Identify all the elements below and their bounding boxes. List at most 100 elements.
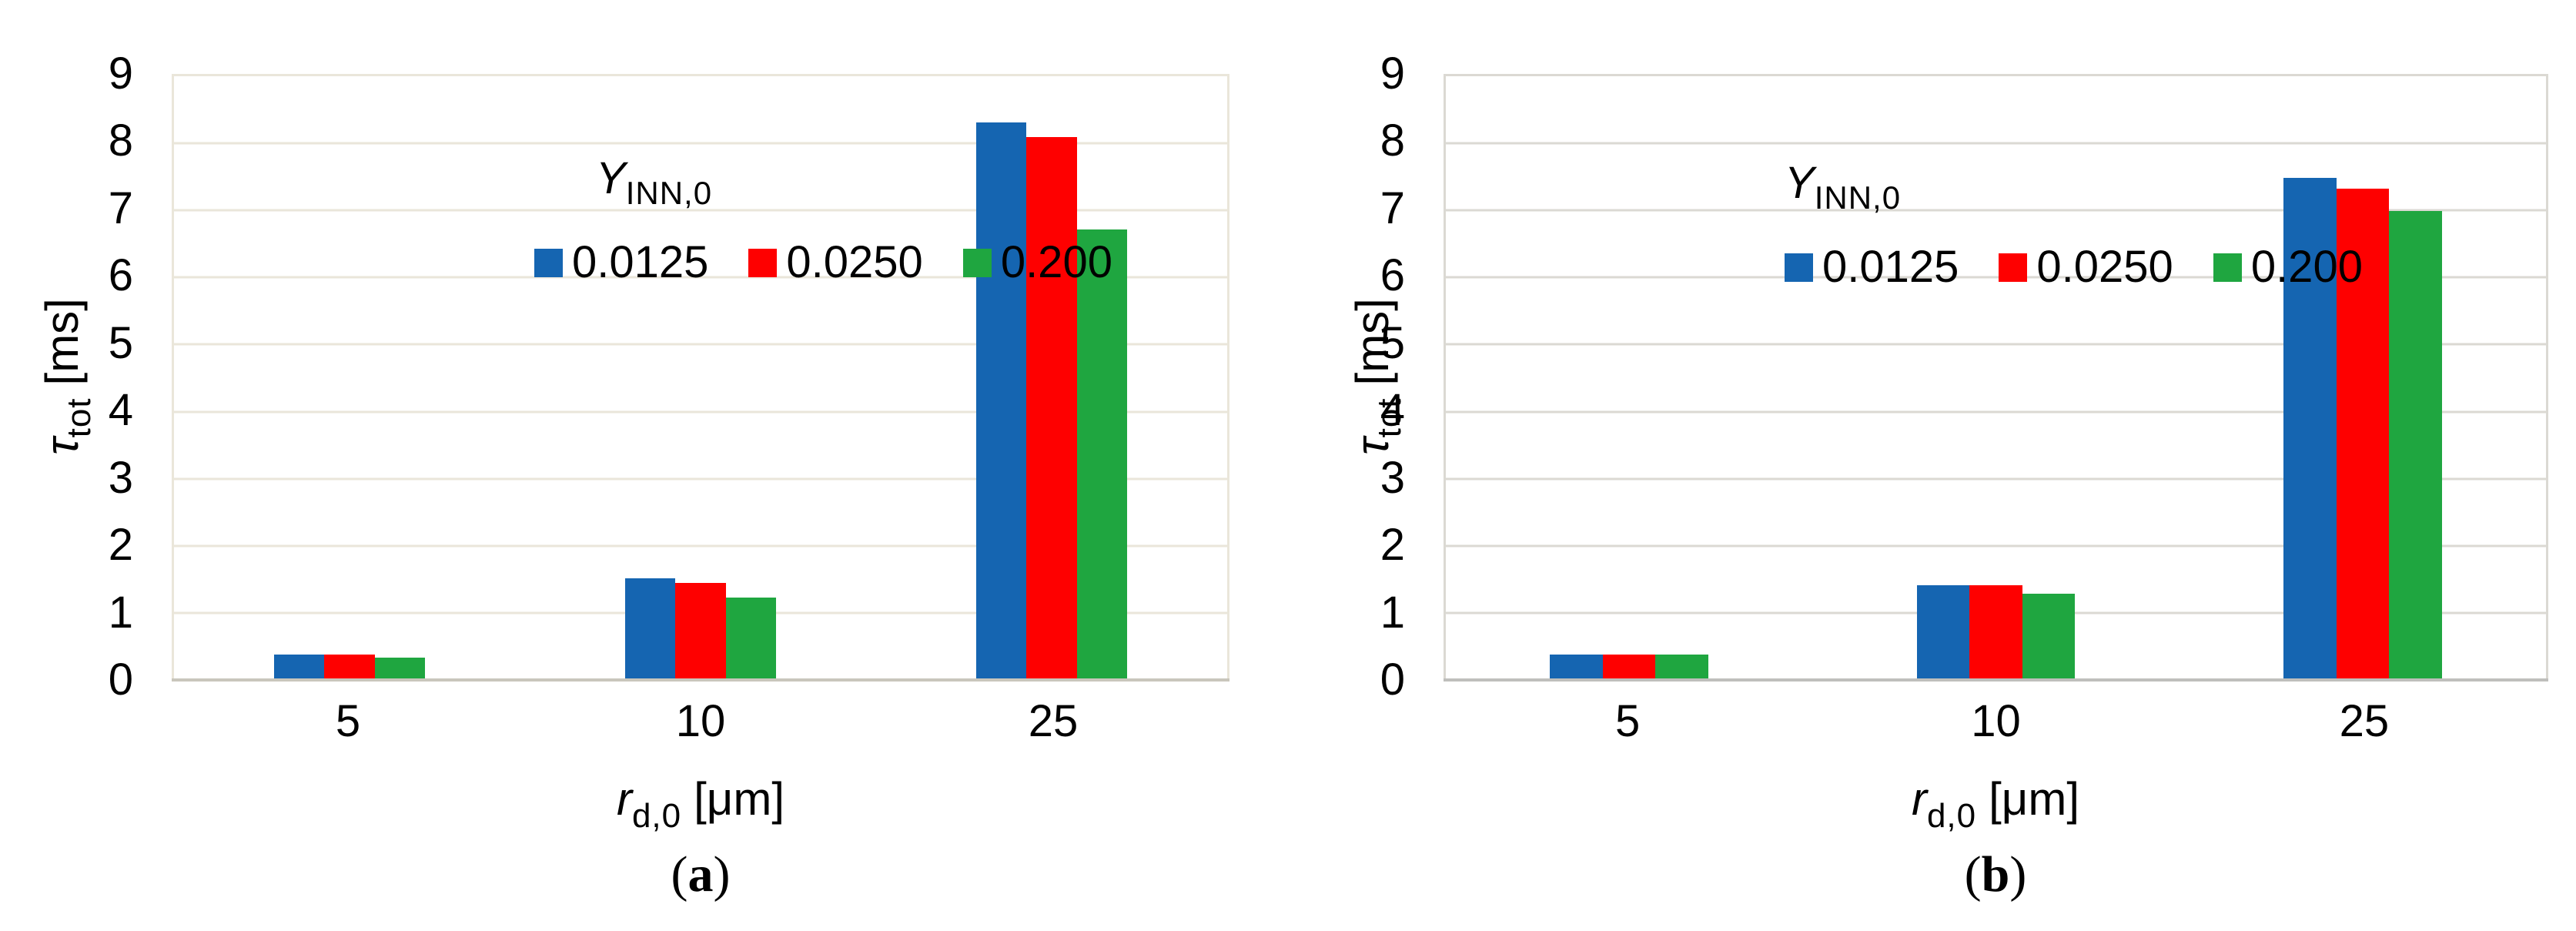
x-axis-tick-labels: 5 10 25 bbox=[172, 699, 1229, 753]
caption-paren-close: ) bbox=[713, 846, 731, 903]
y-tick-label: 5 bbox=[108, 317, 133, 368]
legend-title-symbol: Y bbox=[1785, 158, 1815, 208]
legend-title: YINN,0 bbox=[596, 156, 1153, 209]
bar bbox=[725, 597, 777, 680]
legend-entry: 0.200 bbox=[962, 237, 1112, 287]
legend-entry: 0.200 bbox=[2213, 245, 2363, 290]
legend-title: YINN,0 bbox=[1785, 161, 2403, 214]
legend-entry-label: 0.0125 bbox=[1822, 242, 1959, 292]
y-tick-label: 3 bbox=[1380, 452, 1405, 503]
legend-swatch bbox=[534, 248, 563, 277]
x-tick-label: 5 bbox=[1615, 696, 1641, 746]
caption-paren-open: ( bbox=[1964, 846, 1982, 903]
legend-entry-label: 0.200 bbox=[2250, 242, 2363, 292]
legend-entry-label: 0.200 bbox=[1000, 237, 1112, 287]
y-tick-label: 4 bbox=[1380, 385, 1405, 436]
bar bbox=[374, 658, 426, 680]
chart-caption: (b) bbox=[1965, 844, 2027, 905]
legend-entry: 0.0250 bbox=[748, 240, 923, 285]
caption-letter: a bbox=[687, 846, 714, 903]
legend-swatch bbox=[1999, 253, 2028, 282]
gridline bbox=[1446, 343, 2546, 346]
gridline bbox=[1446, 142, 2546, 145]
x-axis-title-subscript: d,0 bbox=[1926, 797, 1977, 835]
x-tick-label: 10 bbox=[675, 696, 726, 746]
caption-paren-close: ) bbox=[2009, 846, 2027, 903]
y-tick-label: 0 bbox=[1380, 655, 1405, 705]
legend-entry-label: 0.0125 bbox=[572, 237, 709, 287]
gridline bbox=[174, 477, 1227, 481]
y-tick-label: 3 bbox=[108, 452, 133, 503]
caption-paren-open: ( bbox=[671, 846, 688, 903]
y-axis-tick-labels: 9 8 7 6 5 4 3 2 1 0 bbox=[0, 52, 133, 702]
bar bbox=[324, 654, 375, 680]
y-tick-label: 8 bbox=[108, 116, 133, 166]
x-axis-title-symbol: r bbox=[1911, 773, 1927, 825]
y-tick-label: 0 bbox=[108, 655, 133, 705]
legend-title-symbol: Y bbox=[596, 153, 626, 203]
x-axis-title: rd,0 [μm] bbox=[1912, 776, 2079, 833]
gridline bbox=[1446, 477, 2546, 481]
legend-entry-label: 0.0250 bbox=[2036, 242, 2173, 292]
x-axis-title-unit: [μm] bbox=[1989, 773, 2080, 825]
y-tick-label: 2 bbox=[1380, 520, 1405, 571]
y-tick-label: 2 bbox=[108, 520, 133, 571]
gridline bbox=[1446, 276, 2546, 279]
y-tick-label: 9 bbox=[108, 49, 133, 99]
x-axis-title-symbol: r bbox=[616, 773, 632, 825]
bar bbox=[1076, 229, 1128, 680]
x-axis-line bbox=[1444, 678, 2548, 682]
bar bbox=[624, 578, 676, 680]
bar bbox=[2336, 189, 2390, 680]
x-tick-label: 10 bbox=[1971, 696, 2021, 746]
gridline bbox=[1446, 209, 2546, 212]
caption-letter: b bbox=[1981, 846, 2010, 903]
bar bbox=[1026, 137, 1077, 680]
legend-title-subscript: INN,0 bbox=[1814, 179, 1902, 216]
x-axis-tick-labels: 5 10 25 bbox=[1444, 699, 2548, 753]
bar bbox=[975, 122, 1027, 680]
bar bbox=[675, 582, 726, 680]
y-axis-tick-labels: 9 8 7 6 5 4 3 2 1 0 bbox=[1288, 52, 1405, 702]
gridline bbox=[174, 142, 1227, 145]
x-tick-label: 25 bbox=[2339, 696, 2390, 746]
y-tick-label: 9 bbox=[1380, 49, 1405, 99]
bar bbox=[2022, 593, 2076, 680]
y-tick-label: 6 bbox=[1380, 250, 1405, 301]
x-tick-label: 5 bbox=[335, 696, 361, 746]
bar bbox=[2389, 211, 2442, 680]
bar bbox=[273, 654, 325, 680]
bar bbox=[1916, 585, 1970, 680]
legend-swatch bbox=[962, 248, 992, 277]
y-tick-label: 8 bbox=[1380, 116, 1405, 166]
legend-title-subscript: INN,0 bbox=[625, 175, 713, 211]
y-tick-label: 5 bbox=[1380, 317, 1405, 368]
y-tick-label: 7 bbox=[108, 183, 133, 233]
x-axis-title-subscript: d,0 bbox=[631, 797, 682, 835]
legend-entry: 0.0125 bbox=[534, 240, 708, 285]
legend-entries: 0.0125 0.0250 0.200 bbox=[1785, 245, 2403, 290]
gridline bbox=[174, 209, 1227, 212]
bar bbox=[1655, 654, 1709, 680]
bar bbox=[1602, 654, 1656, 680]
gridline bbox=[174, 410, 1227, 414]
x-tick-label: 25 bbox=[1028, 696, 1079, 746]
y-tick-label: 7 bbox=[1380, 183, 1405, 233]
plot-area: YINN,0 0.0125 0.0250 0.200 bbox=[172, 74, 1229, 682]
x-axis-title: rd,0 [μm] bbox=[617, 776, 785, 833]
bar bbox=[2283, 178, 2337, 680]
y-tick-label: 6 bbox=[108, 250, 133, 301]
gridline bbox=[1446, 544, 2546, 548]
legend-entries: 0.0125 0.0250 0.200 bbox=[534, 240, 1153, 285]
x-axis-title-unit: [μm] bbox=[694, 773, 785, 825]
y-tick-label: 1 bbox=[1380, 587, 1405, 638]
y-tick-label: 4 bbox=[108, 385, 133, 436]
chart-caption: (a) bbox=[671, 844, 731, 905]
legend-entry: 0.0125 bbox=[1785, 245, 1959, 290]
legend-swatch bbox=[748, 248, 778, 277]
plot-area: YINN,0 0.0125 0.0250 0.200 bbox=[1444, 74, 2548, 682]
legend-swatch bbox=[2213, 253, 2242, 282]
